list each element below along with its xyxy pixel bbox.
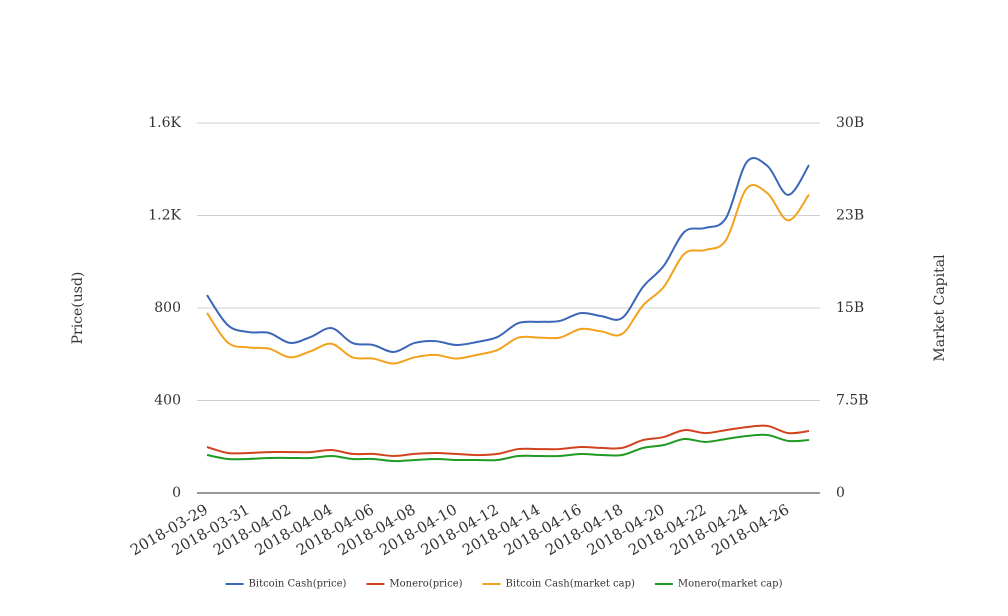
y-tick-label: 800 — [154, 300, 181, 316]
legend-label: Monero(market cap) — [678, 579, 783, 590]
y-tick-label: 1.6K — [148, 115, 181, 131]
series-line — [206, 184, 810, 365]
series-line — [206, 424, 810, 458]
y2-tick-label: 15B — [836, 300, 864, 316]
y2-tick-label: 30B — [836, 115, 864, 131]
legend-label: Monero(price) — [389, 579, 462, 590]
y2-tick-label: 23B — [836, 208, 864, 224]
legend-label: Bitcoin Cash(market cap) — [506, 579, 635, 590]
y-axis-title: Price(usd) — [70, 272, 86, 345]
y2-axis-title: Market Capital — [932, 254, 948, 362]
legend: Bitcoin Cash(price) Monero(price) Bitcoin … — [225, 579, 783, 590]
y2-tick-label: 7.5B — [836, 393, 869, 409]
y-tick-label: 1.2K — [148, 208, 181, 224]
legend-label: Bitcoin Cash(price) — [249, 579, 347, 590]
series-line — [206, 433, 810, 463]
series-line — [206, 157, 810, 353]
y2-tick-label: 0 — [836, 485, 845, 501]
y-tick-label: 400 — [154, 393, 181, 409]
y-tick-label: 0 — [172, 485, 181, 501]
